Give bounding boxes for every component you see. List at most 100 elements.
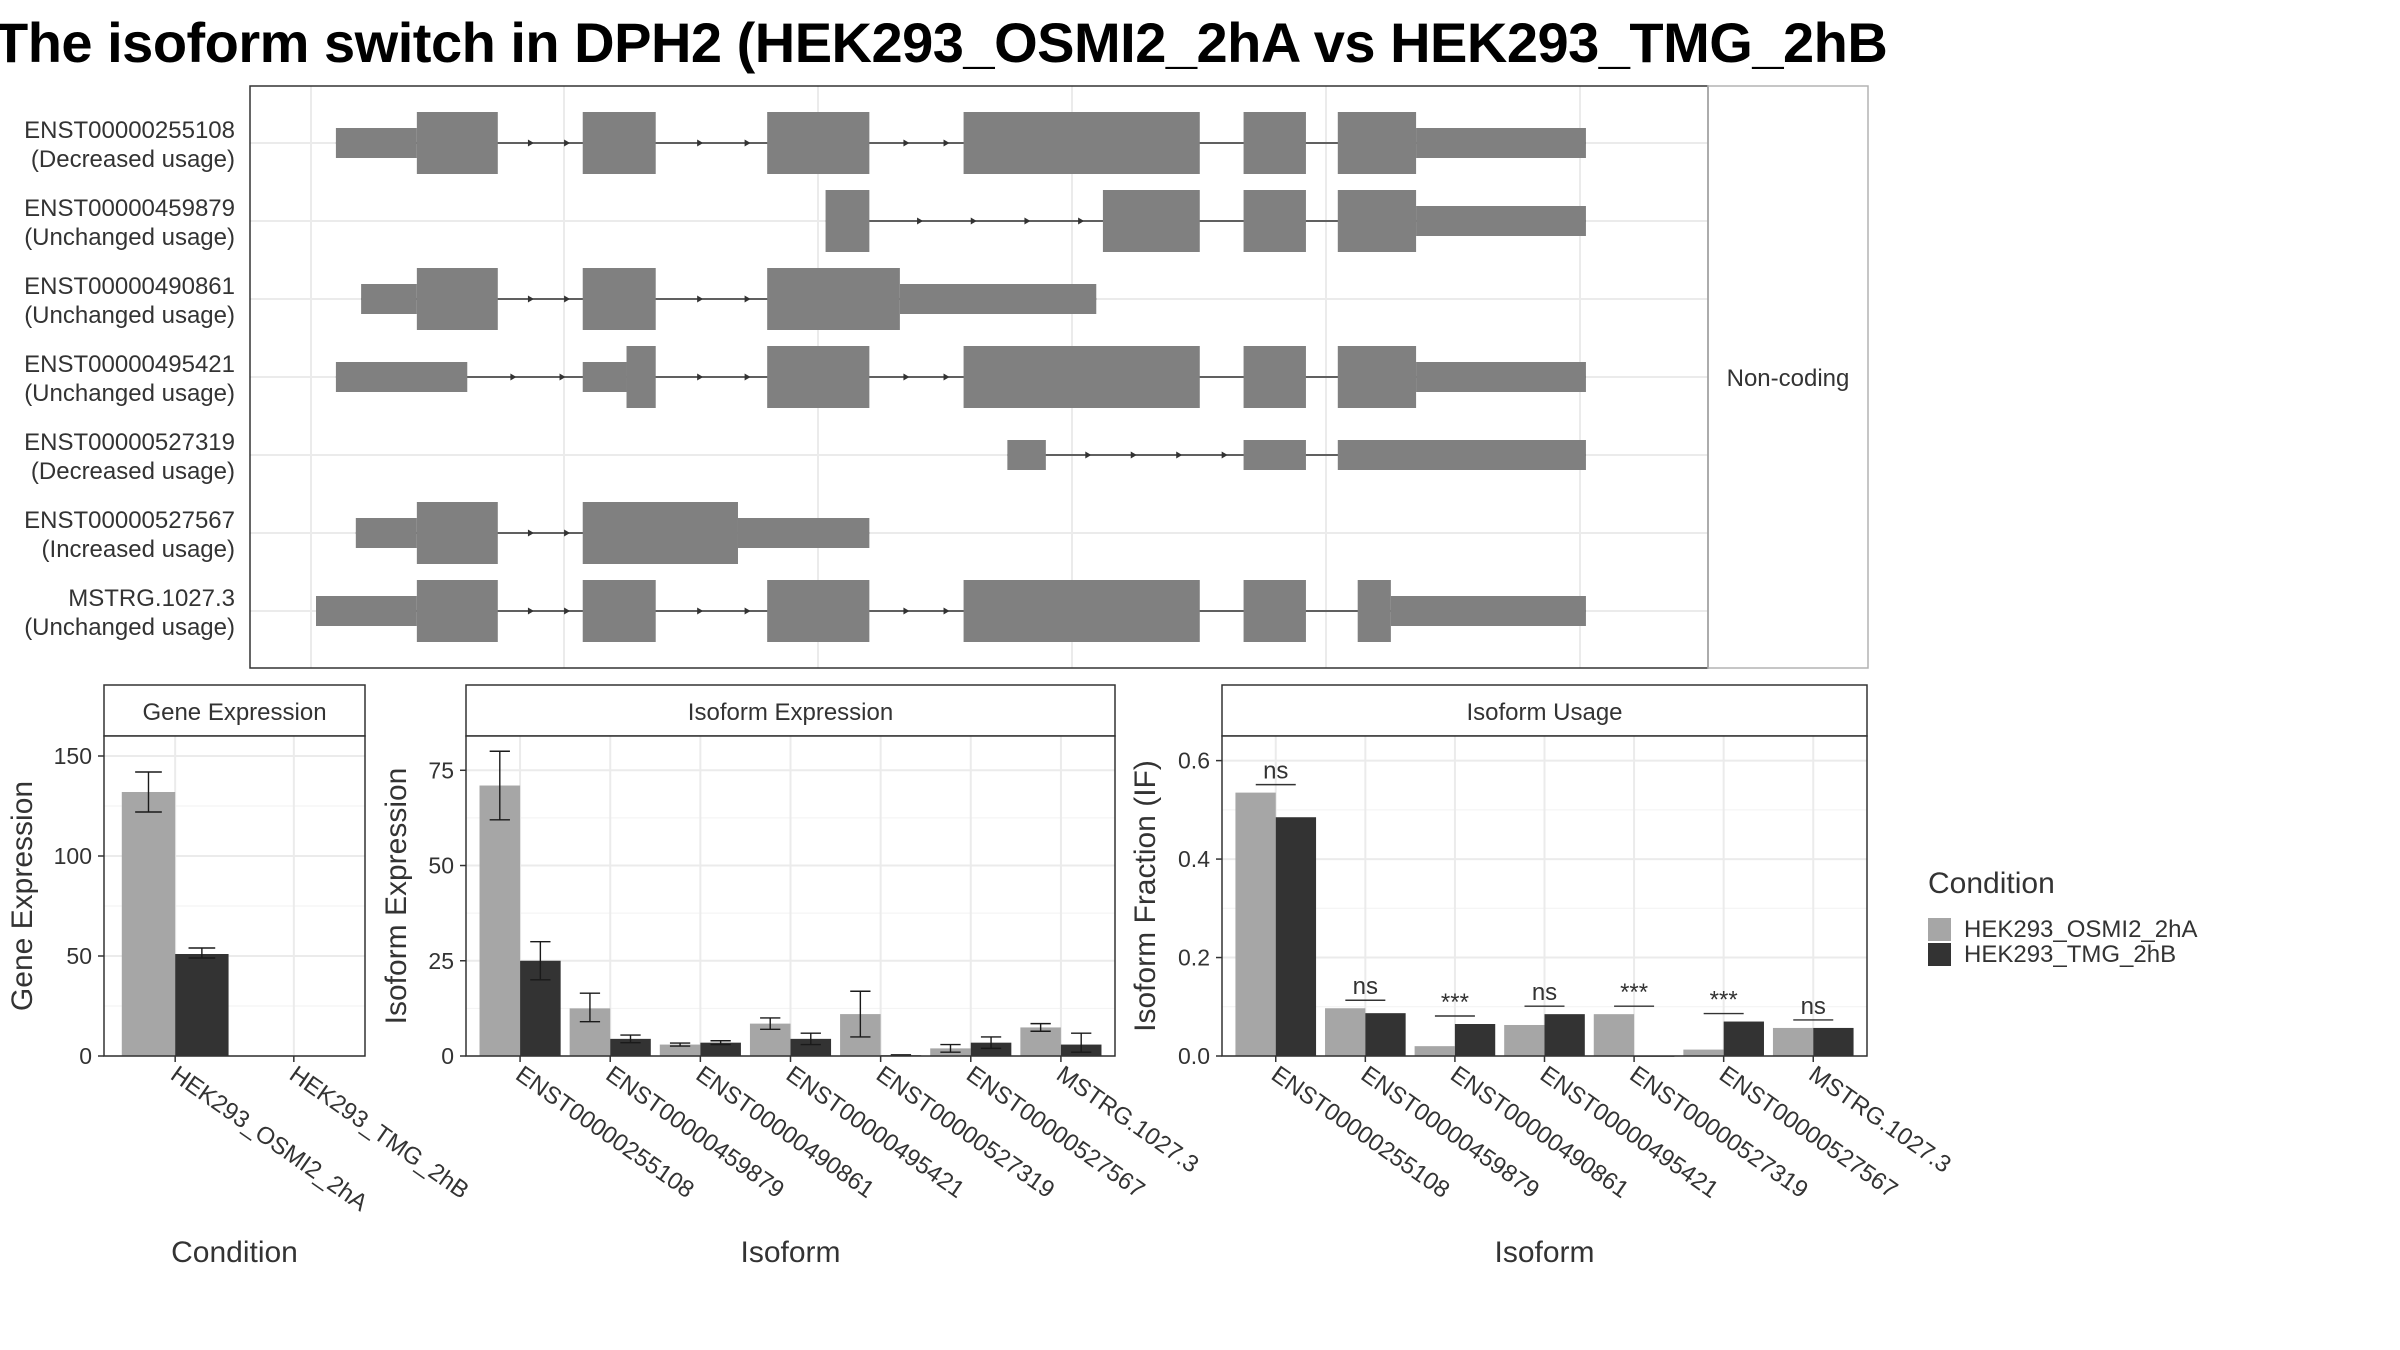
y-tick-label: 75 <box>428 757 454 783</box>
noncoding-strip <box>1707 85 1869 669</box>
transcript-usage-label: (Decreased usage) <box>31 458 235 485</box>
utr-exon <box>316 596 417 626</box>
cds-exon <box>416 580 498 642</box>
cds-exon <box>1337 190 1417 252</box>
cds-exon <box>767 268 900 330</box>
cds-exon <box>825 190 870 252</box>
cds-exon <box>1102 190 1200 252</box>
transcript-usage-label: (Increased usage) <box>42 536 235 563</box>
bar <box>659 1044 701 1056</box>
cds-exon <box>963 346 1200 408</box>
bar <box>1504 1024 1545 1056</box>
panel-border <box>103 735 366 1057</box>
y-tick-label: 25 <box>428 948 454 974</box>
significance-label: *** <box>1441 989 1469 1016</box>
utr-exon <box>582 362 627 392</box>
cds-exon <box>1243 580 1306 642</box>
direction-arrow <box>697 373 704 381</box>
utr-exon <box>1337 440 1586 470</box>
y-tick-label: 50 <box>66 943 92 969</box>
direction-arrow <box>744 139 751 147</box>
utr-exon <box>355 518 417 548</box>
cds-exon <box>582 112 656 174</box>
legend-title: Condition <box>1928 867 2055 900</box>
utr-exon <box>1416 206 1586 236</box>
y-axis-title: Isoform Expression <box>380 768 413 1025</box>
direction-arrow <box>1078 217 1085 225</box>
x-axis-title: Isoform <box>1494 1236 1594 1269</box>
cds-exon <box>416 112 498 174</box>
direction-arrow <box>1130 451 1137 459</box>
transcript-usage-label: (Unchanged usage) <box>24 302 235 329</box>
y-tick-label: 150 <box>54 743 92 769</box>
y-tick-label: 0.4 <box>1178 846 1210 872</box>
y-tick-label: 0 <box>441 1043 454 1069</box>
cds-exon <box>582 580 656 642</box>
cds-exon <box>582 268 656 330</box>
direction-arrow <box>697 607 704 615</box>
figure-title: The isoform switch in DPH2 (HEK293_OSMI2… <box>0 11 1888 74</box>
bar <box>1325 1008 1366 1056</box>
utr-exon <box>899 284 1097 314</box>
legend-item-label: HEK293_OSMI2_2hA <box>1964 916 2197 943</box>
bar <box>175 954 229 1056</box>
transcript-usage-label: (Unchanged usage) <box>24 380 235 407</box>
bar <box>1235 792 1276 1056</box>
cds-exon <box>1243 346 1306 408</box>
transcript-id-label: ENST00000255108 <box>24 117 235 144</box>
direction-arrow <box>943 139 950 147</box>
direction-arrow <box>943 373 950 381</box>
direction-arrow <box>697 139 704 147</box>
bar <box>1365 1013 1406 1056</box>
direction-arrow <box>903 373 910 381</box>
cds-exon <box>416 502 498 564</box>
transcript-usage-label: (Unchanged usage) <box>24 614 235 641</box>
y-tick-label: 0.2 <box>1178 945 1210 971</box>
direction-arrow <box>903 139 910 147</box>
significance-label: *** <box>1710 987 1738 1014</box>
utr-exon <box>361 284 417 314</box>
bar <box>700 1042 741 1056</box>
direction-arrow <box>744 607 751 615</box>
bar <box>1020 1027 1061 1056</box>
transcript-id-label: ENST00000527567 <box>24 507 235 534</box>
legend-swatch <box>1928 918 1951 941</box>
bar <box>790 1038 832 1056</box>
bar <box>1275 817 1317 1056</box>
y-tick-label: 0 <box>79 1043 92 1069</box>
y-axis-title: Gene Expression <box>6 781 39 1011</box>
utr-exon <box>1007 440 1046 470</box>
bar <box>1813 1027 1854 1056</box>
bar <box>1544 1014 1585 1056</box>
cds-exon <box>626 346 656 408</box>
direction-arrow <box>564 529 571 537</box>
direction-arrow <box>564 607 571 615</box>
significance-label: *** <box>1620 979 1648 1006</box>
y-tick-label: 50 <box>428 853 454 879</box>
cds-exon <box>963 112 1200 174</box>
y-tick-label: 0.0 <box>1178 1043 1210 1069</box>
transcript-usage-label: (Unchanged usage) <box>24 224 235 251</box>
transcript-usage-label: (Decreased usage) <box>31 146 235 173</box>
bar <box>1723 1021 1764 1056</box>
direction-arrow <box>527 295 534 303</box>
cds-exon <box>767 346 870 408</box>
bar <box>970 1042 1012 1056</box>
direction-arrow <box>1176 451 1183 459</box>
utr-exon <box>1243 440 1306 470</box>
significance-label: ns <box>1801 993 1826 1020</box>
direction-arrow <box>559 373 566 381</box>
cds-exon <box>963 580 1200 642</box>
y-tick-label: 0.6 <box>1178 748 1210 774</box>
direction-arrow <box>564 295 571 303</box>
y-axis-title: Isoform Fraction (IF) <box>1129 760 1162 1032</box>
significance-label: ns <box>1263 758 1288 785</box>
direction-arrow <box>527 607 534 615</box>
y-tick-label: 100 <box>54 843 92 869</box>
direction-arrow <box>1221 451 1228 459</box>
direction-arrow <box>1085 451 1092 459</box>
cds-exon <box>1243 190 1306 252</box>
cds-exon <box>767 580 870 642</box>
x-tick-label: HEK293_OSMI2_2hA <box>166 1061 373 1217</box>
